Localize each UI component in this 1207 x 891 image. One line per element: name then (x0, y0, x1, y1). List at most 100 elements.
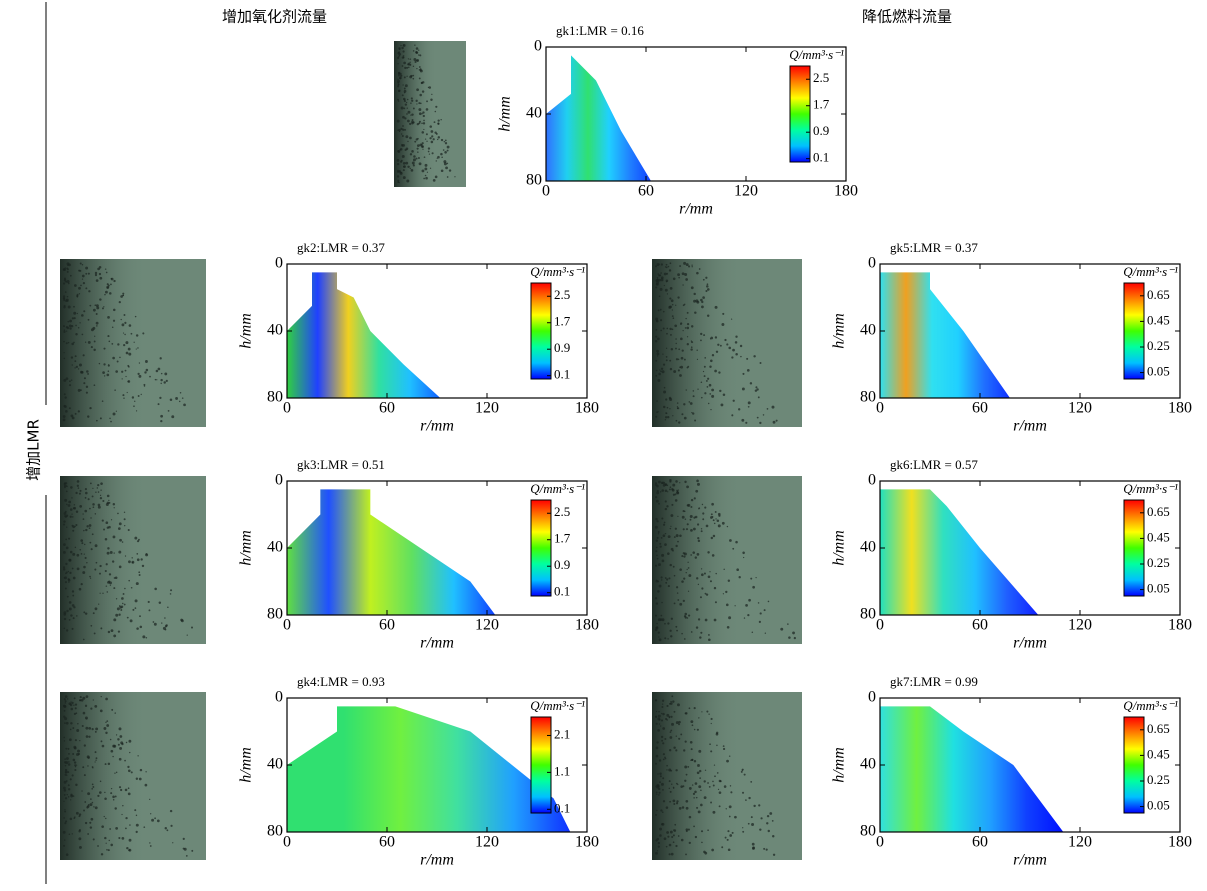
spray-droplet (120, 295, 123, 298)
spray-droplet (655, 813, 658, 816)
spray-droplet (683, 416, 687, 420)
spray-droplet (692, 792, 696, 795)
colorbar (1123, 282, 1145, 380)
spray-droplet (665, 845, 668, 848)
spray-droplet (658, 638, 662, 642)
spray-droplet (734, 605, 736, 607)
spray-droplet (676, 629, 678, 632)
spray-droplet (99, 592, 101, 594)
spray-droplet (742, 827, 744, 829)
spray-droplet (109, 828, 112, 830)
spray-droplet (410, 74, 413, 78)
spray-droplet (659, 781, 661, 784)
spray-droplet (655, 550, 658, 553)
spray-droplet (95, 491, 97, 493)
colorbar-tick-label: 2.5 (813, 70, 829, 85)
spray-droplet (665, 581, 668, 584)
spray-droplet (115, 827, 119, 830)
spray-droplet (726, 343, 729, 346)
spray-droplet (745, 603, 748, 607)
spray-droplet (676, 402, 679, 404)
colorbar-tick-label: 0.65 (1147, 504, 1170, 519)
spray-droplet (84, 341, 87, 343)
spray-droplet (738, 408, 741, 411)
spray-droplet (90, 346, 93, 349)
spray-droplet (75, 764, 78, 766)
spray-droplet (159, 396, 162, 400)
spray-droplet (81, 790, 83, 792)
spray-droplet (396, 169, 400, 173)
spray-droplet (711, 554, 715, 557)
spray-droplet (731, 356, 734, 359)
spray-droplet (103, 528, 106, 531)
spray-droplet (684, 612, 688, 616)
spray-droplet (397, 63, 399, 65)
spray-droplet (685, 528, 689, 531)
colorbar-label: Q/mm³·s⁻¹ (530, 264, 585, 279)
spray-droplet (724, 836, 727, 839)
spray-droplet (75, 333, 78, 336)
spray-droplet (401, 46, 404, 50)
spray-droplet (662, 789, 664, 791)
spray-droplet (68, 324, 72, 328)
spray-droplet (725, 808, 727, 810)
spray-droplet (683, 555, 686, 558)
spray-droplet (65, 326, 68, 329)
spray-droplet (139, 625, 143, 629)
spray-droplet (673, 574, 676, 577)
spray-droplet (85, 695, 89, 699)
spray-droplet (85, 287, 88, 290)
spray-droplet (771, 819, 774, 822)
spray-droplet (63, 576, 66, 579)
spray-droplet (655, 335, 658, 338)
spray-droplet (657, 841, 660, 845)
spray-droplet (82, 518, 85, 521)
spray-droplet (752, 846, 755, 850)
y-tick-label: 0 (275, 255, 283, 272)
spray-droplet (721, 323, 725, 326)
spray-droplet (723, 785, 727, 788)
spray-droplet (444, 151, 447, 154)
spray-droplet (750, 816, 753, 819)
spray-droplet (655, 496, 658, 499)
spray-droplet (74, 703, 78, 706)
spray-droplet (133, 405, 135, 408)
colorbar-tick-label: 0.45 (1147, 312, 1170, 327)
spray-droplet (124, 759, 126, 762)
spray-droplet (676, 491, 680, 495)
spray-droplet (685, 773, 688, 776)
spray-droplet (127, 792, 131, 796)
spray-droplet (107, 284, 110, 287)
spray-droplet (69, 319, 73, 323)
spray-droplet (82, 696, 86, 700)
spray-droplet (95, 279, 99, 282)
spray-droplet (421, 113, 423, 115)
spray-droplet (83, 382, 86, 385)
spray-droplet (120, 609, 123, 611)
y-tick-label: 40 (267, 756, 283, 773)
y-tick-label: 0 (275, 472, 283, 489)
spray-droplet (74, 412, 77, 415)
spray-droplet (436, 138, 439, 141)
spray-droplet (745, 799, 747, 801)
spray-droplet (72, 594, 75, 597)
spray-droplet (667, 835, 670, 838)
spray-droplet (113, 308, 116, 312)
x-axis-label: r/mm (1013, 418, 1047, 435)
x-axis-label: r/mm (679, 201, 713, 218)
x-axis-label: r/mm (1013, 852, 1047, 869)
spray-droplet (89, 304, 92, 307)
spray-droplet (66, 503, 68, 506)
y-tick-label: 0 (868, 255, 876, 272)
spray-droplet (89, 482, 92, 485)
spray-droplet (106, 526, 110, 529)
spray-droplet (95, 757, 98, 760)
spray-droplet (118, 565, 122, 569)
spray-droplet (711, 394, 715, 398)
spray-droplet (666, 578, 669, 581)
spray-droplet (124, 555, 127, 557)
spray-droplet (129, 619, 133, 623)
spray-droplet (67, 763, 71, 766)
spray-droplet (701, 841, 703, 844)
spray-droplet (658, 723, 661, 725)
